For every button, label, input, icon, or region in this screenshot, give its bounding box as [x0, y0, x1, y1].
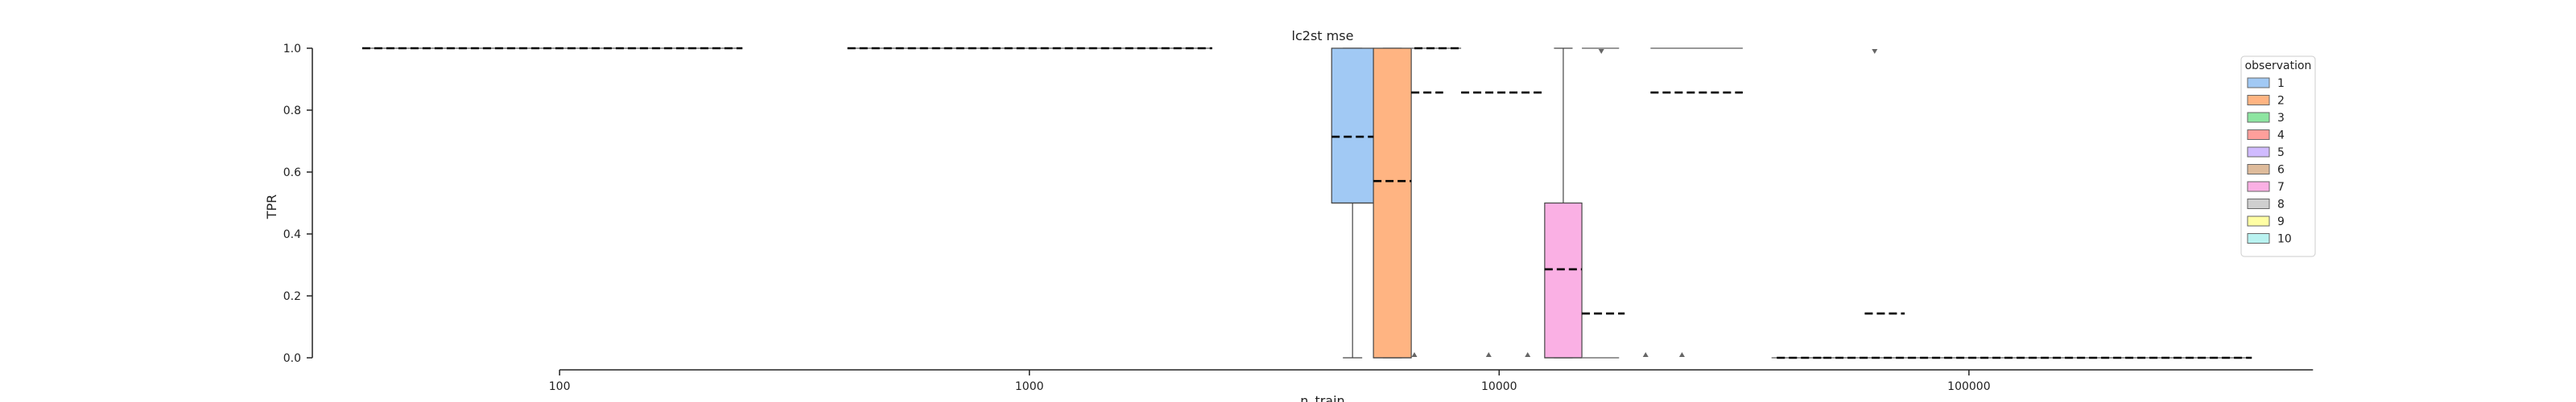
legend-label: 4	[2277, 129, 2285, 142]
outlier-marker	[1598, 49, 1604, 54]
y-tick-label: 0.4	[283, 228, 301, 241]
legend-swatch	[2247, 95, 2270, 105]
legend: observation 1 2 3 4 5 6 7 8 9 10	[2240, 55, 2316, 257]
legend-label: 1	[2277, 77, 2285, 90]
x-tick-label: 10000	[1481, 380, 1517, 393]
legend-label: 6	[2277, 164, 2285, 177]
legend-swatch	[2247, 215, 2270, 227]
legend-label: 5	[2277, 146, 2285, 159]
legend-label: 3	[2277, 112, 2285, 125]
outlier-marker	[1872, 49, 1878, 54]
legend-swatch	[2247, 233, 2270, 244]
legend-swatch	[2247, 181, 2270, 192]
outlier-marker	[1642, 352, 1649, 357]
legend-label: 8	[2277, 199, 2285, 211]
y-tick-label: 0.6	[283, 166, 301, 179]
outliers	[1411, 49, 1878, 357]
y-tick-label: 0.0	[283, 352, 301, 365]
y-tick-label: 1.0	[283, 43, 301, 55]
legend-swatch	[2247, 164, 2270, 174]
x-tick-label: 1000	[1015, 380, 1044, 393]
flat-lines	[361, 47, 2252, 359]
legend-label: 9	[2277, 215, 2285, 228]
y-tick-label: 0.8	[283, 105, 301, 117]
box-rect	[1373, 47, 1412, 359]
outlier-marker	[1678, 352, 1685, 357]
outlier-marker	[1485, 352, 1492, 357]
legend-swatch	[2247, 199, 2270, 209]
x-tick-label: 100000	[1947, 380, 1990, 393]
x-axis-label: n_train	[1300, 393, 1344, 402]
legend-title: observation	[2245, 59, 2312, 72]
outlier-marker	[1525, 352, 1531, 357]
legend-swatch	[2247, 77, 2270, 88]
legend-swatch	[2247, 129, 2270, 140]
legend-label: 2	[2277, 95, 2285, 108]
axes: 0.0 0.2 0.4 0.6 0.8 1.0 100 1000 10000 100000	[283, 43, 2314, 393]
legend-label: 10	[2277, 233, 2292, 246]
x-tick-label: 100	[549, 380, 571, 393]
boxes	[1331, 47, 1583, 359]
legend-label: 7	[2277, 181, 2285, 194]
mean-lines	[361, 47, 2252, 359]
legend-swatch	[2247, 112, 2270, 123]
chart-title: lc2st mse	[1292, 28, 1354, 43]
outlier-marker	[1411, 352, 1418, 357]
y-tick-label: 0.2	[283, 290, 301, 303]
y-axis-label: TPR	[264, 195, 279, 220]
box-rect	[1331, 47, 1374, 204]
legend-swatch	[2247, 146, 2270, 158]
box-rect	[1544, 202, 1583, 359]
